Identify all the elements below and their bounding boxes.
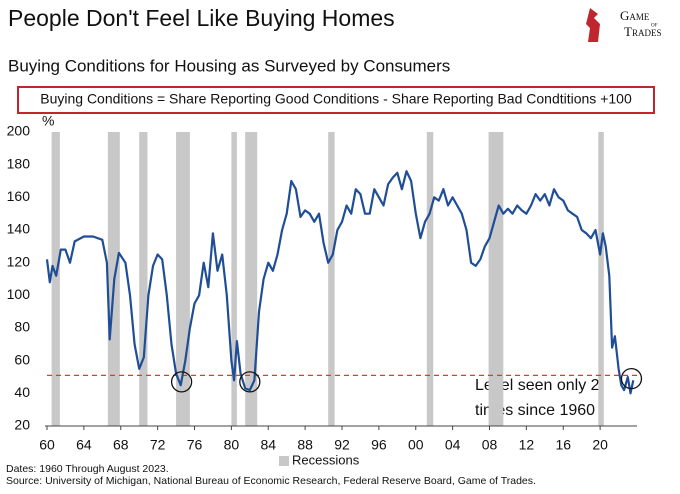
logo-text: Trades (624, 24, 661, 39)
footnote: Dates: 1960 Through August 2023. (6, 463, 169, 475)
x-tick-label: 08 (482, 437, 498, 453)
x-tick-label: 84 (260, 437, 276, 453)
definition-box (17, 86, 655, 114)
data-line (45, 170, 635, 395)
footnote: Source: University of Michigan, National… (6, 475, 536, 487)
legend-swatch (279, 456, 289, 466)
y-tick-label: 180 (7, 155, 31, 171)
x-tick-label: 60 (39, 437, 55, 453)
definition: Buying Conditions = Share Reporting Good… (40, 91, 632, 107)
y-tick-label: 160 (7, 188, 31, 204)
y-tick-label: 60 (14, 351, 30, 367)
highlight-circle (620, 367, 643, 390)
x-tick-label: 04 (445, 437, 461, 453)
recession-band (488, 132, 504, 426)
y-tick-label: 20 (14, 417, 30, 433)
x-tick-label: 76 (187, 437, 203, 453)
x-tick-label: 88 (297, 437, 313, 453)
recession-band (231, 132, 237, 426)
recession-band (426, 132, 434, 426)
x-tick-label: 92 (334, 437, 350, 453)
annotation: Level seen only 2 (475, 377, 600, 394)
y-tick-label: 120 (7, 253, 31, 269)
x-tick-label: 96 (371, 437, 387, 453)
recession-band (245, 132, 258, 426)
highlight-circle (170, 371, 193, 393)
x-tick-label: 16 (555, 437, 571, 453)
legend-label: Recessions (292, 452, 360, 467)
recession-band (328, 132, 335, 426)
x-tick-label: 68 (113, 437, 129, 453)
annotation: times since 1960 (475, 402, 595, 419)
recession-band (51, 132, 60, 426)
y-unit: % (42, 113, 54, 129)
logo-icon (586, 8, 600, 42)
highlight-circle (239, 371, 261, 393)
x-tick-label: 00 (408, 437, 424, 453)
logo: Game of Trades (586, 8, 661, 42)
x-tick-label: 64 (76, 437, 92, 453)
logo-text: Game (620, 8, 650, 23)
recession-band (176, 132, 190, 426)
recession-band (139, 132, 148, 426)
y-tick-label: 40 (14, 384, 30, 400)
x-tick-label: 12 (519, 437, 535, 453)
chart-subtitle: Buying Conditions for Housing as Surveye… (8, 56, 450, 75)
y-tick-label: 80 (14, 319, 30, 335)
y-tick-label: 100 (7, 286, 31, 302)
x-tick-label: 72 (150, 437, 166, 453)
recession-band (598, 132, 604, 426)
y-tick-label: 200 (7, 123, 31, 139)
x-tick-label: 80 (224, 437, 240, 453)
x-tick-label: 20 (592, 437, 608, 453)
chart-title: People Don't Feel Like Buying Homes (8, 5, 395, 31)
logo-text: of (651, 21, 658, 29)
y-tick-label: 140 (7, 221, 31, 237)
